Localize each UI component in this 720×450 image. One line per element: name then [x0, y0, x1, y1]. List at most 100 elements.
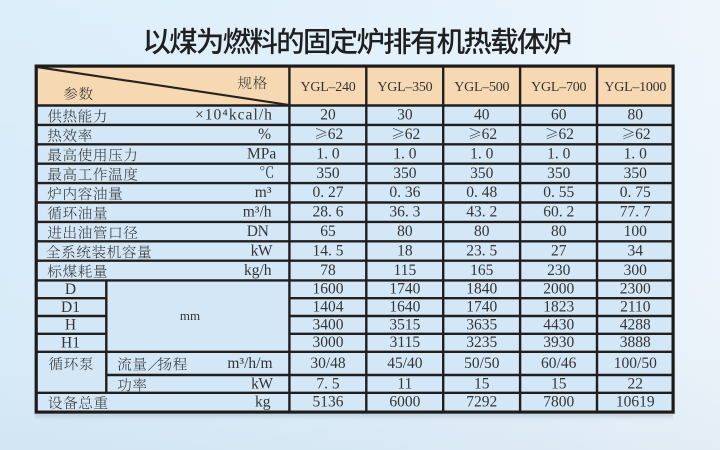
svg-text:165: 165: [470, 262, 494, 279]
svg-text:40: 40: [474, 107, 490, 124]
svg-text:15: 15: [551, 375, 567, 392]
svg-text:3635: 3635: [466, 316, 497, 333]
svg-text:20: 20: [320, 107, 336, 124]
svg-text:10619: 10619: [616, 394, 655, 411]
svg-text:4430: 4430: [543, 316, 574, 333]
svg-text:350: 350: [470, 165, 494, 182]
svg-text:3515: 3515: [389, 316, 420, 333]
svg-text:28. 6: 28. 6: [313, 204, 344, 221]
svg-text:%: %: [258, 126, 271, 143]
svg-text:m³/h: m³/h: [243, 204, 272, 221]
svg-text:60. 2: 60. 2: [543, 204, 574, 221]
svg-text:H1: H1: [61, 335, 80, 352]
svg-text:65: 65: [320, 223, 336, 240]
svg-text:mm: mm: [180, 308, 200, 323]
svg-text:34: 34: [628, 242, 644, 259]
svg-text:1. 0: 1. 0: [316, 145, 340, 162]
svg-text:45/40: 45/40: [387, 355, 423, 372]
svg-text:1404: 1404: [313, 299, 344, 316]
svg-text:0. 27: 0. 27: [313, 184, 344, 201]
svg-text:kg/h: kg/h: [244, 262, 272, 279]
svg-text:80: 80: [628, 107, 644, 124]
svg-text:30: 30: [397, 107, 413, 124]
svg-text:2110: 2110: [620, 299, 651, 316]
svg-text:6000: 6000: [389, 394, 420, 411]
svg-text:22: 22: [628, 375, 644, 392]
svg-text:0. 48: 0. 48: [466, 184, 497, 201]
svg-text:11: 11: [397, 375, 412, 392]
svg-text:62: 62: [328, 126, 344, 143]
svg-text:36. 3: 36. 3: [389, 204, 420, 221]
svg-text:1. 0: 1. 0: [547, 145, 571, 162]
svg-text:3930: 3930: [543, 334, 574, 351]
svg-text:115: 115: [394, 262, 417, 279]
svg-text:m³: m³: [255, 184, 272, 201]
svg-text:5136: 5136: [313, 394, 344, 411]
svg-text:1600: 1600: [313, 281, 344, 298]
svg-text:YGL–350: YGL–350: [377, 80, 432, 95]
svg-text:350: 350: [547, 165, 571, 182]
svg-text:H: H: [65, 317, 76, 334]
svg-text:50/50: 50/50: [464, 355, 500, 372]
svg-text:1740: 1740: [466, 299, 497, 316]
svg-text:3400: 3400: [313, 316, 344, 333]
svg-text:14. 5: 14. 5: [313, 242, 344, 259]
svg-text:230: 230: [547, 262, 571, 279]
svg-text:80: 80: [551, 223, 567, 240]
svg-text:0. 55: 0. 55: [543, 184, 574, 201]
svg-text:4288: 4288: [620, 316, 651, 333]
svg-text:kW: kW: [251, 375, 273, 392]
svg-text:1840: 1840: [466, 281, 497, 298]
svg-text:60: 60: [551, 107, 567, 124]
svg-text:350: 350: [624, 165, 648, 182]
svg-text:60/46: 60/46: [541, 355, 577, 372]
svg-text:3115: 3115: [390, 334, 421, 351]
svg-text:m³/h/m: m³/h/m: [227, 355, 272, 372]
svg-text:3888: 3888: [620, 334, 651, 351]
svg-text:27: 27: [551, 242, 567, 259]
svg-text:7800: 7800: [543, 394, 574, 411]
svg-text:×10⁴kcal/h: ×10⁴kcal/h: [195, 107, 273, 124]
svg-text:350: 350: [393, 165, 417, 182]
svg-text:77. 7: 77. 7: [620, 204, 651, 221]
svg-text:30/48: 30/48: [310, 355, 346, 372]
svg-text:0. 36: 0. 36: [389, 184, 420, 201]
svg-text:80: 80: [474, 223, 490, 240]
svg-text:15: 15: [474, 375, 490, 392]
svg-text:3235: 3235: [466, 334, 497, 351]
svg-text:1640: 1640: [389, 299, 420, 316]
svg-text:1. 0: 1. 0: [393, 145, 417, 162]
svg-text:78: 78: [320, 262, 336, 279]
svg-text:2300: 2300: [620, 281, 651, 298]
svg-text:kW: kW: [251, 242, 273, 259]
svg-text:3000: 3000: [313, 334, 344, 351]
svg-text:1. 0: 1. 0: [470, 145, 494, 162]
svg-text:1823: 1823: [543, 299, 574, 316]
svg-text:YGL–500: YGL–500: [454, 80, 509, 95]
svg-text:62: 62: [482, 126, 498, 143]
svg-text:YGL–700: YGL–700: [531, 80, 586, 95]
svg-text:D: D: [65, 281, 76, 298]
svg-text:kg: kg: [255, 394, 271, 411]
svg-text:100: 100: [624, 223, 648, 240]
svg-text:62: 62: [635, 126, 651, 143]
svg-text:DN: DN: [247, 223, 269, 240]
svg-text:D1: D1: [61, 299, 80, 316]
svg-text:43. 2: 43. 2: [466, 204, 497, 221]
svg-text:1. 0: 1. 0: [624, 145, 648, 162]
svg-text:350: 350: [316, 165, 340, 182]
svg-text:MPa: MPa: [247, 145, 276, 162]
svg-text:2000: 2000: [543, 281, 574, 298]
svg-text:23. 5: 23. 5: [466, 242, 497, 259]
svg-text:7. 5: 7. 5: [316, 375, 340, 392]
svg-text:YGL–240: YGL–240: [300, 80, 355, 95]
svg-text:0. 75: 0. 75: [620, 184, 651, 201]
svg-text:7292: 7292: [466, 394, 497, 411]
svg-text:100/50: 100/50: [614, 355, 657, 372]
svg-text:18: 18: [397, 242, 413, 259]
svg-text:300: 300: [624, 262, 648, 279]
svg-text:62: 62: [405, 126, 421, 143]
svg-text:62: 62: [559, 126, 575, 143]
svg-text:80: 80: [397, 223, 413, 240]
svg-text:YGL–1000: YGL–1000: [604, 80, 666, 95]
